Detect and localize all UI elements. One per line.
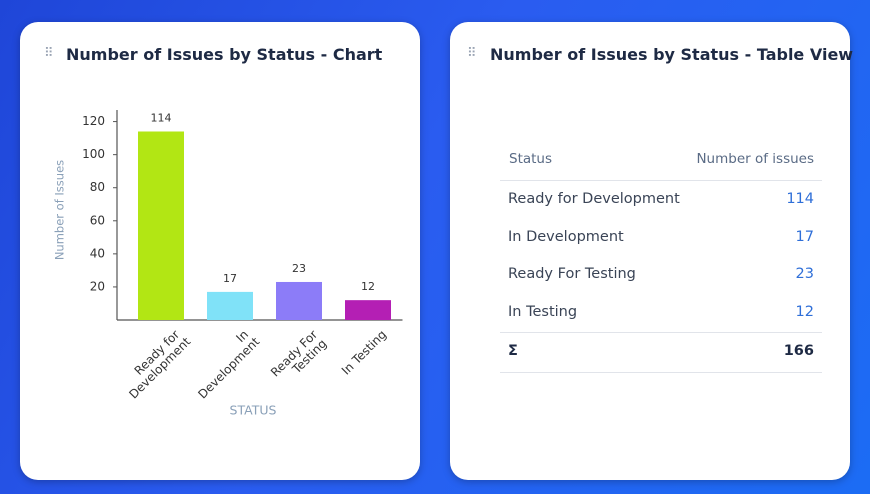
row-label: In Testing bbox=[508, 304, 578, 320]
row-divider bbox=[500, 372, 822, 373]
column-header: Number of issues bbox=[696, 151, 814, 167]
chart-title: Number of Issues by Status - Chart bbox=[66, 45, 383, 64]
row-label: Ready for Development bbox=[508, 191, 680, 207]
chart-card bbox=[20, 22, 420, 480]
y-tick-label: 60 bbox=[90, 213, 105, 227]
drag-handle[interactable]: ⠿ bbox=[44, 46, 53, 61]
row-divider bbox=[500, 180, 822, 181]
bar bbox=[276, 281, 322, 320]
bar bbox=[138, 131, 184, 320]
row-value: 12 bbox=[795, 304, 814, 320]
value-label: 114 bbox=[151, 111, 172, 124]
y-axis-label: Number of Issues bbox=[53, 160, 67, 260]
y-tick-label: 120 bbox=[82, 114, 105, 128]
value-label: 12 bbox=[361, 280, 375, 293]
drag-handle[interactable]: ⠿ bbox=[467, 46, 476, 61]
row-value: 114 bbox=[786, 191, 814, 207]
y-tick-label: 20 bbox=[90, 279, 105, 293]
table-title: Number of Issues by Status - Table View bbox=[490, 45, 854, 64]
y-tick-label: 100 bbox=[82, 147, 105, 161]
total-value: 166 bbox=[783, 343, 814, 359]
value-label: 23 bbox=[292, 262, 306, 275]
value-label: 17 bbox=[223, 272, 237, 285]
row-divider bbox=[500, 332, 822, 333]
table-card bbox=[450, 22, 850, 480]
column-header: Status bbox=[509, 151, 553, 167]
row-label: In Development bbox=[508, 229, 624, 245]
row-value: 17 bbox=[795, 229, 814, 245]
total-label: Σ bbox=[508, 343, 518, 359]
bar bbox=[345, 300, 391, 320]
y-tick-label: 40 bbox=[90, 246, 105, 260]
x-axis-label: STATUS bbox=[230, 403, 277, 418]
row-value: 23 bbox=[795, 266, 814, 282]
y-tick-label: 80 bbox=[90, 180, 105, 194]
bar bbox=[207, 291, 253, 320]
row-label: Ready For Testing bbox=[508, 266, 636, 282]
